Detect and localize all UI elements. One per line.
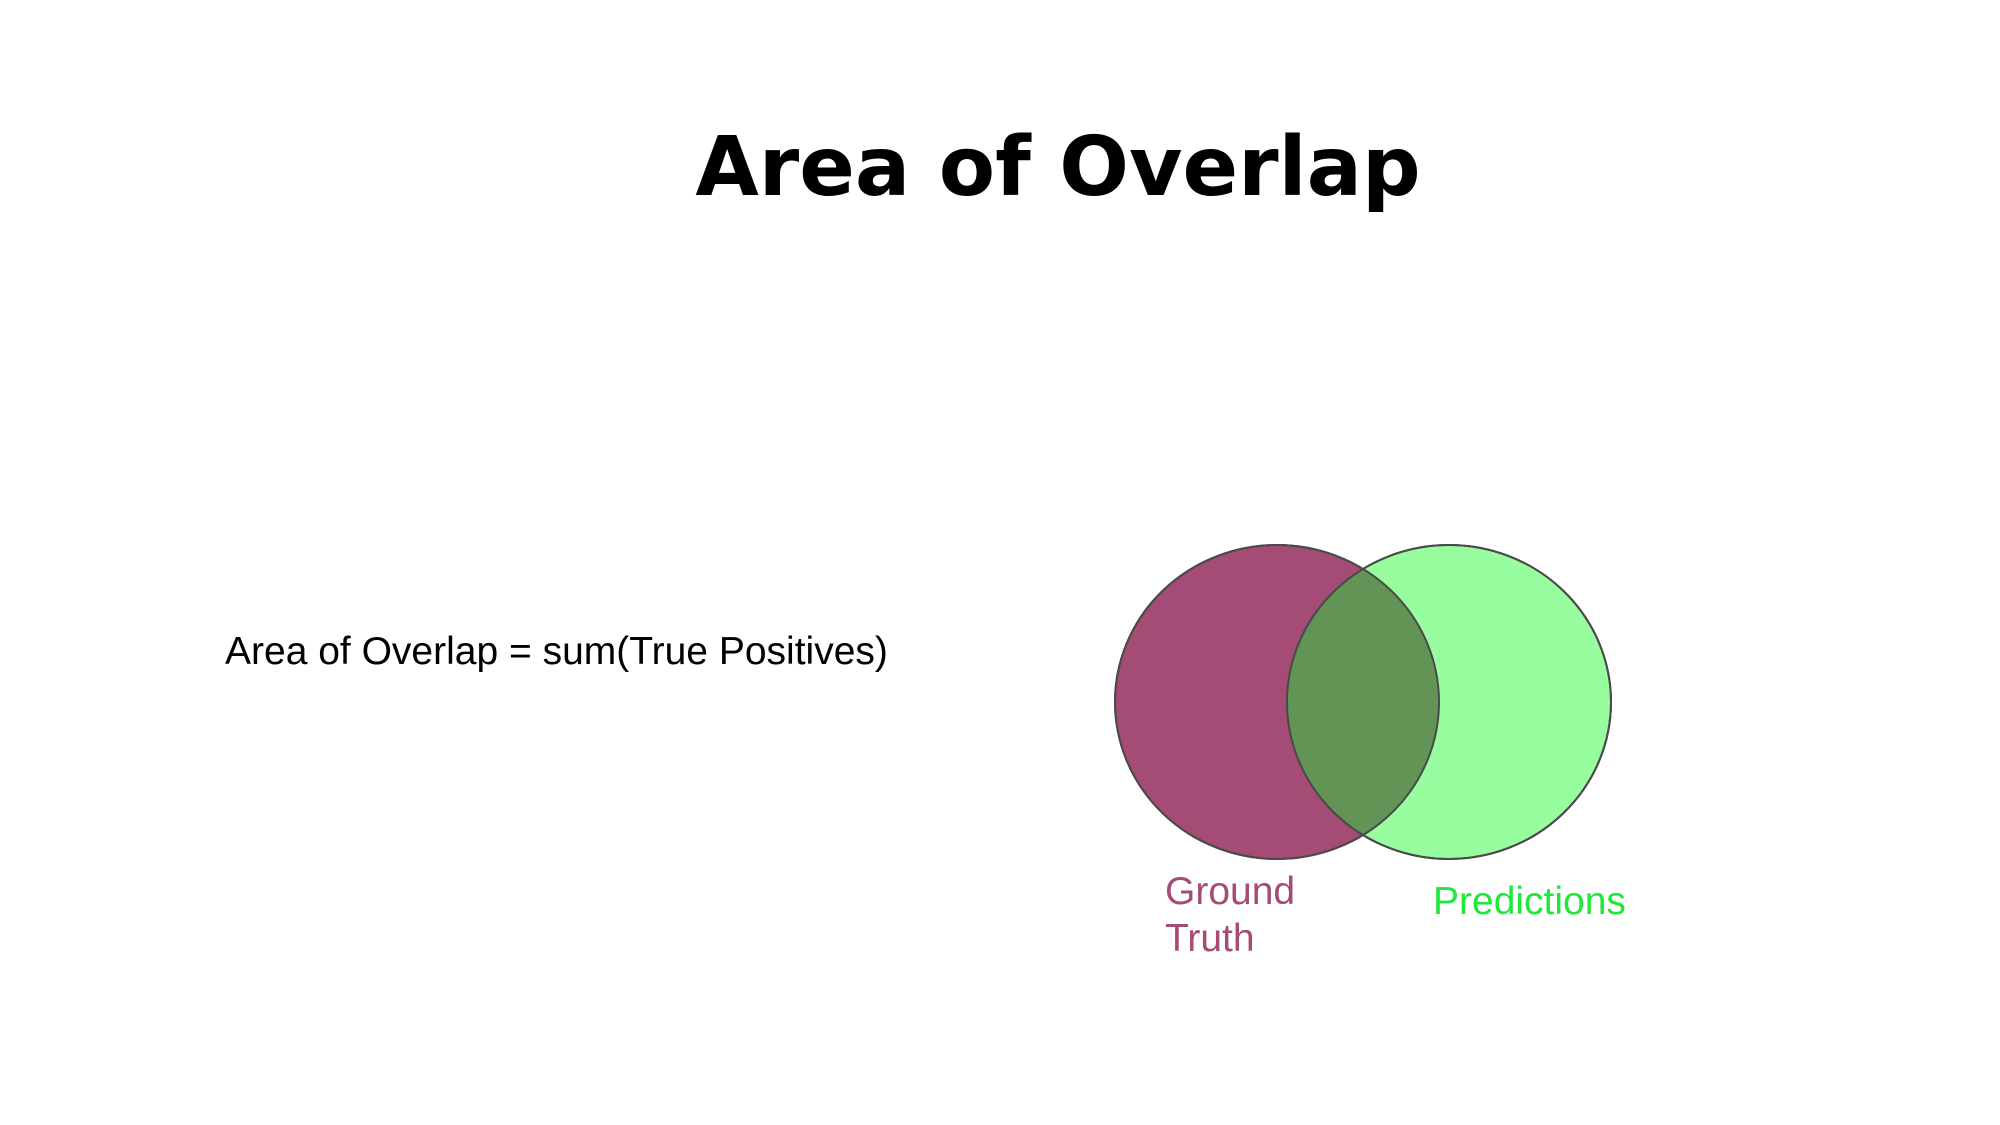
slide-title: Area of Overlap [695, 120, 1421, 215]
predictions-outline [1286, 544, 1612, 860]
predictions-label: Predictions [1433, 880, 1626, 923]
ground-truth-outline [1114, 544, 1440, 860]
overlap-formula: Area of Overlap = sum(True Positives) [225, 630, 888, 673]
overlap-region [1287, 545, 1439, 859]
ground-truth-label: Ground Truth [1165, 870, 1296, 960]
